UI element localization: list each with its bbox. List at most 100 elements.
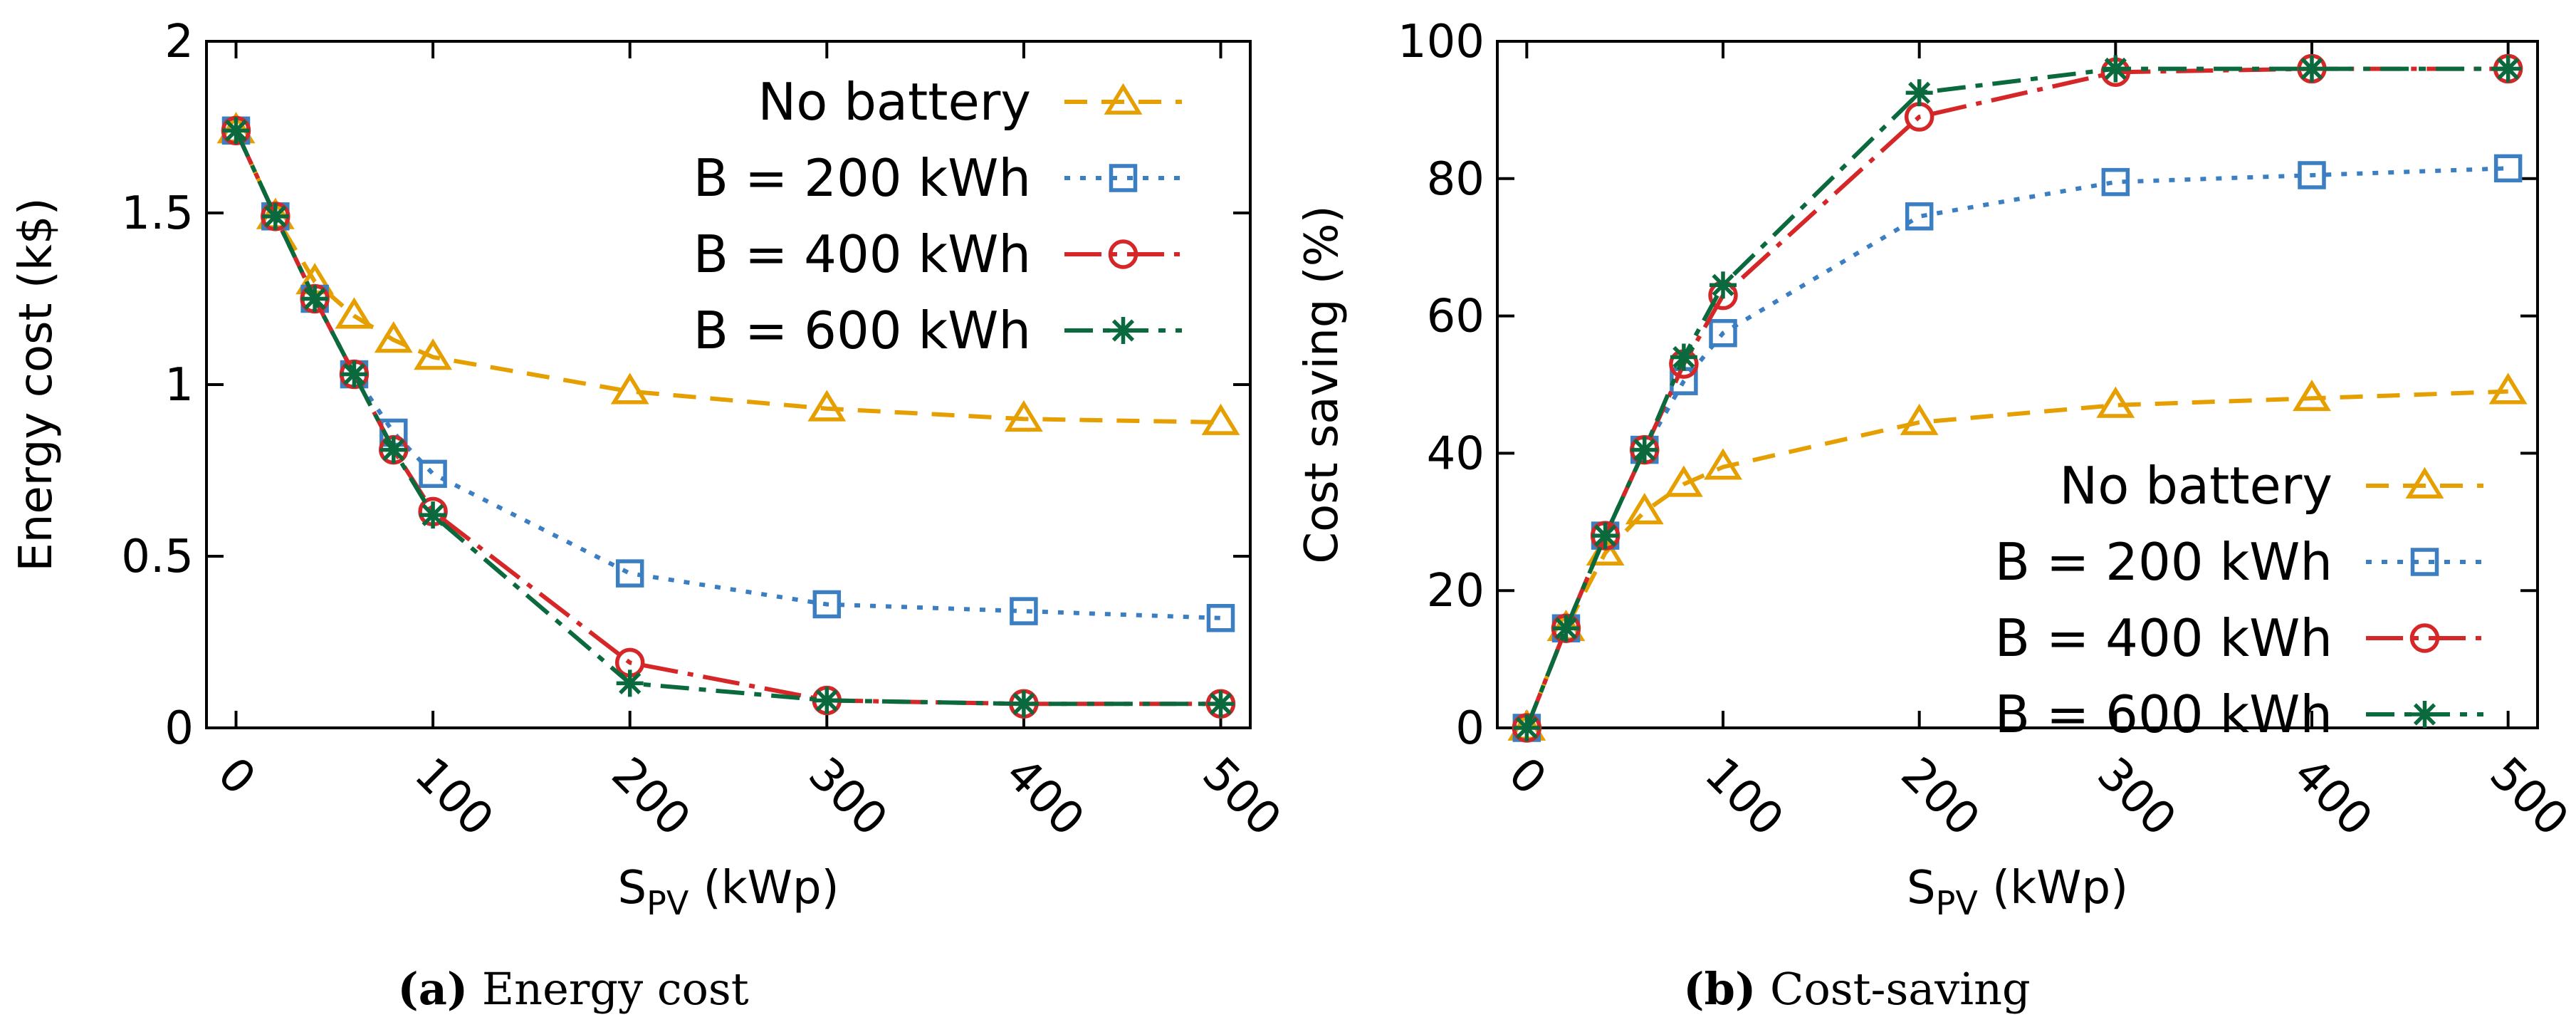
- data-point-marker: [610, 372, 649, 405]
- x-axis-label: SPV (kWp): [1907, 862, 2128, 922]
- chart-panel-energy-cost: 0 0.5 1 1.5 2 0 100 200 300 400 500 Energy cost (k$…: [10, 16, 1291, 922]
- data-point-marker: [807, 390, 847, 422]
- caption-a: (a) Energy cost: [397, 963, 748, 1015]
- x-tick-label: 500: [2480, 748, 2576, 847]
- caption-a-label: (a): [397, 963, 468, 1015]
- series-star: [222, 117, 1235, 718]
- data-point-marker: [301, 285, 329, 313]
- x-axis-label-subscript: PV: [646, 884, 689, 922]
- y-axis-label: Energy cost (k$): [10, 197, 63, 571]
- data-point-marker: [615, 559, 644, 588]
- data-point-marker: [616, 669, 644, 697]
- legend-label: B = 600 kWh: [693, 301, 1031, 360]
- data-point-marker: [419, 459, 447, 489]
- series-line: [234, 130, 1221, 424]
- data-point-marker: [1010, 690, 1037, 718]
- data-point-marker: [335, 297, 374, 329]
- data-point-marker: [1010, 597, 1038, 625]
- x-tick-label: 0: [1498, 748, 1556, 806]
- data-point-marker: [813, 687, 841, 714]
- x-tick-label: 400: [995, 748, 1094, 847]
- data-point-marker: [1201, 403, 1240, 435]
- x-tick-label: 300: [2087, 748, 2186, 847]
- legend-label: B = 200 kWh: [693, 148, 1031, 208]
- x-tick-label: 500: [1192, 748, 1291, 847]
- axes: 0 0.5 1 1.5 2 0 100 200 300 400 500 Energy cost (k$…: [10, 16, 1291, 922]
- caption-a-text: Energy cost: [468, 963, 749, 1015]
- legend-label: B = 600 kWh: [1995, 684, 2332, 744]
- data-point-marker: [2096, 386, 2135, 418]
- data-point-marker: [2102, 55, 2130, 83]
- legend-label: B = 400 kWh: [1995, 608, 2332, 668]
- data-point-marker: [1625, 493, 1664, 525]
- x-axis-label: SPV (kWp): [617, 862, 839, 922]
- data-point-marker: [1206, 604, 1235, 632]
- data-point-marker: [2494, 55, 2522, 83]
- legend-marker: [2411, 701, 2439, 728]
- caption-b-label: (b): [1683, 963, 1756, 1015]
- data-point-marker: [1704, 448, 1742, 480]
- x-axis-label-main: S: [617, 862, 646, 914]
- data-point-marker: [222, 117, 250, 145]
- legend-label: No battery: [758, 72, 1031, 132]
- data-point-marker: [2493, 154, 2523, 183]
- data-point-marker: [419, 501, 447, 529]
- data-point-marker: [1004, 400, 1043, 432]
- series-star: [1513, 55, 2522, 741]
- y-tick-label: 60: [1427, 291, 1485, 343]
- data-point-marker: [1664, 465, 1703, 497]
- legend-marker: [1104, 83, 1143, 115]
- chart-panel-cost-saving: 0 20 40 60 80 100 0 100 200 300 400 500 Cost saving …: [1296, 16, 2576, 922]
- x-tick-label: 200: [602, 748, 701, 847]
- data-point-marker: [2298, 161, 2326, 189]
- x-axis-label-main: S: [1907, 862, 1936, 914]
- legend-marker: [2409, 623, 2440, 653]
- series-line: [1524, 66, 2508, 729]
- x-axis-label-unit: (kWp): [1978, 862, 2128, 914]
- y-tick-label: 0: [1455, 702, 1485, 755]
- data-point-marker: [379, 436, 407, 464]
- data-point-marker: [414, 338, 453, 370]
- y-tick-label: 1: [164, 359, 194, 412]
- data-point-marker: [2298, 55, 2325, 83]
- data-point-marker: [261, 202, 289, 230]
- x-tick-label: 100: [404, 748, 503, 847]
- legend-label: B = 200 kWh: [1995, 532, 2332, 592]
- legend: No battery B = 200 kWh B = 400 kWh B = 600 …: [1995, 456, 2483, 744]
- legend-marker: [2410, 548, 2439, 576]
- legend-label: B = 400 kWh: [693, 224, 1031, 284]
- series-line: [234, 130, 1221, 707]
- data-point-marker: [1905, 202, 1934, 231]
- x-axis-label-unit: (kWp): [688, 862, 839, 914]
- x-axis-label-subscript: PV: [1936, 884, 1979, 922]
- data-point-marker: [1710, 271, 1737, 299]
- y-tick-label: 80: [1427, 153, 1485, 206]
- legend-marker: [2405, 467, 2444, 499]
- caption-b-text: Cost-saving: [1756, 963, 2030, 1015]
- data-point-marker: [340, 360, 368, 388]
- data-point-marker: [1552, 615, 1580, 642]
- data-point-marker: [1513, 714, 1541, 741]
- data-point-marker: [1207, 690, 1235, 718]
- x-tick-label: 400: [2283, 748, 2382, 847]
- y-tick-label: 20: [1427, 565, 1485, 617]
- series-line: [234, 130, 1221, 707]
- x-tick-label: 100: [1695, 748, 1794, 847]
- data-point-marker: [1709, 318, 1737, 348]
- data-point-marker: [374, 321, 413, 353]
- data-point-marker: [1900, 403, 1939, 435]
- data-point-marker: [1905, 79, 1933, 107]
- x-tick-label: 300: [798, 748, 897, 847]
- x-tick-label: 0: [207, 748, 265, 806]
- caption-b: (b) Cost-saving: [1683, 963, 2030, 1015]
- x-tick-label: 200: [1891, 748, 1990, 847]
- legend-marker: [1109, 317, 1137, 344]
- legend: No battery B = 200 kWh B = 400 kWh B = 600 …: [693, 72, 1182, 360]
- data-point-marker: [1670, 343, 1697, 371]
- y-tick-label: 100: [1398, 16, 1485, 68]
- plot-frame: [1496, 40, 2539, 729]
- data-point-marker: [812, 590, 842, 619]
- y-tick-label: 2: [164, 16, 194, 68]
- series-line: [1524, 389, 2508, 729]
